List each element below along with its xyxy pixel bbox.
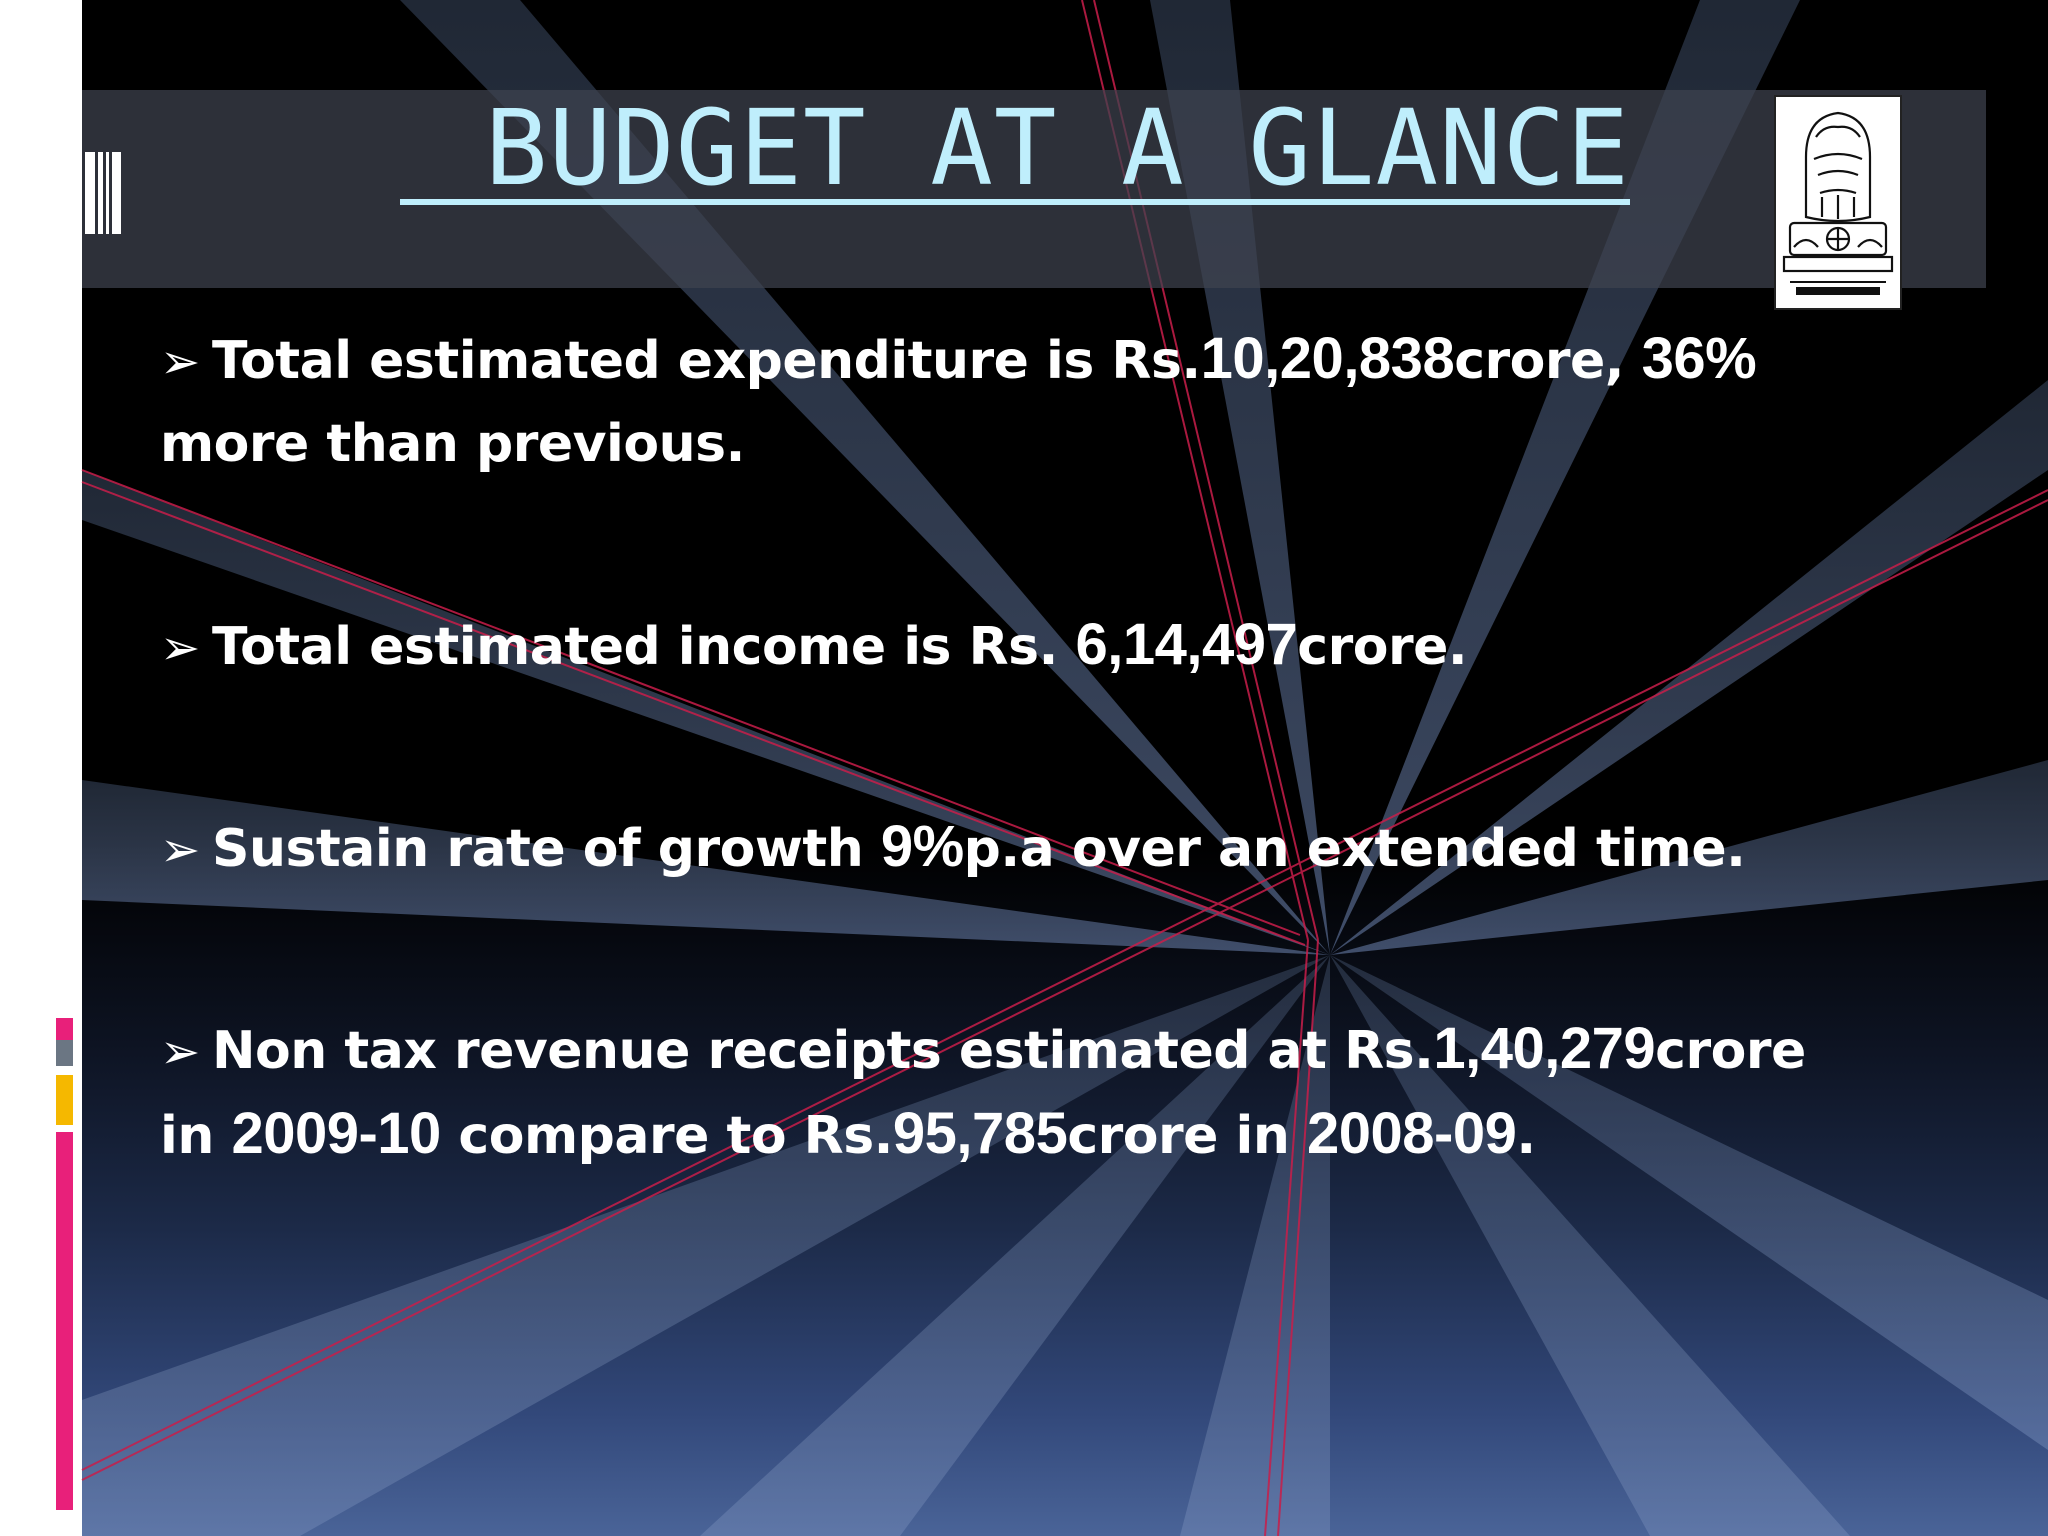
bullet-line: ➢ Total estimated expenditure is Rs.10,20…: [160, 318, 1880, 403]
figure-value: 1,40,279: [1433, 1016, 1656, 1081]
bullet-income: ➢ Total estimated income is Rs. 6,14,497c…: [160, 604, 1880, 689]
text-run: Total estimated expenditure is Rs.: [212, 331, 1201, 391]
bullet-expenditure: ➢ Total estimated expenditure is Rs.10,20…: [160, 318, 1880, 485]
arrow-bullet-icon: ➢: [160, 334, 200, 390]
text-run: compare to Rs.: [440, 1106, 893, 1166]
bullet-text: more than previous.: [160, 414, 745, 474]
text-run: crore.: [1297, 617, 1468, 677]
text-run: crore in: [1067, 1106, 1307, 1166]
arrow-bullet-icon: ➢: [160, 1024, 200, 1080]
bullet-non-tax-revenue: ➢ Non tax revenue receipts estimated at R…: [160, 1008, 1880, 1177]
figure-value: 6,14,497: [1075, 612, 1298, 677]
bullet-growth: ➢ Sustain rate of growth 9%p.a over an ex…: [160, 806, 1880, 891]
text-run: more than previous.: [160, 414, 745, 474]
accent-bar-gold: [56, 1075, 73, 1125]
figure-value: 2009-10: [231, 1101, 441, 1166]
text-run: Sustain rate of growth: [212, 819, 881, 879]
red-ray-lines: [81, 0, 2048, 1536]
figure-value: 10,20,838: [1200, 326, 1455, 391]
title-band: [82, 90, 1986, 288]
text-run: crore: [1655, 1021, 1806, 1081]
bullet-line: ➢ Sustain rate of growth 9%p.a over an ex…: [160, 806, 1880, 891]
accent-bar-gray: [56, 1040, 73, 1066]
bullet-text: Sustain rate of growth 9%p.a over an ext…: [212, 814, 1746, 879]
text-run: Non tax revenue receipts estimated at Rs…: [212, 1021, 1434, 1081]
figure-value: 95,785: [892, 1101, 1068, 1166]
text-run: p.a over an extended time.: [963, 819, 1746, 879]
arrow-bullet-icon: ➢: [160, 822, 200, 878]
barcode-decoration: [49, 152, 121, 234]
bullet-line: more than previous.: [160, 403, 1880, 485]
slide-title: BUDGET AT A GLANCE: [421, 87, 1630, 209]
title-underline: [400, 199, 1630, 205]
arrow-bullet-icon: ➢: [160, 620, 200, 676]
text-run: Total estimated income is Rs.: [212, 617, 1076, 677]
bullet-line: in 2009-10 compare to Rs.95,785crore in …: [160, 1093, 1880, 1177]
national-emblem-logo: [1774, 95, 1902, 310]
bullet-text: Non tax revenue receipts estimated at Rs…: [212, 1016, 1806, 1081]
figure-value: 36%: [1641, 326, 1757, 391]
text-run: .: [1516, 1106, 1536, 1166]
bullet-text: in 2009-10 compare to Rs.95,785crore in …: [160, 1101, 1536, 1166]
bullet-line: ➢ Total estimated income is Rs. 6,14,497c…: [160, 604, 1880, 689]
figure-value: 9%: [880, 814, 964, 879]
text-run: crore,: [1454, 331, 1642, 391]
bullet-text: Total estimated expenditure is Rs.10,20,…: [212, 326, 1757, 391]
bullet-text: Total estimated income is Rs. 6,14,497cr…: [212, 612, 1468, 677]
figure-value: 2008-09: [1306, 1101, 1517, 1166]
bullet-line: ➢ Non tax revenue receipts estimated at R…: [160, 1008, 1880, 1093]
text-run: in: [160, 1106, 232, 1166]
accent-bar-pink: [56, 1132, 73, 1510]
lion-capital-emblem: [1782, 111, 1894, 295]
